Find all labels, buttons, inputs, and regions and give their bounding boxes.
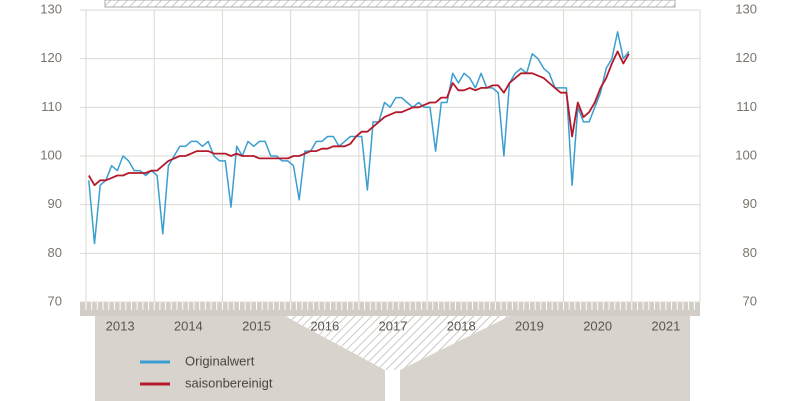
right-panel	[400, 316, 690, 401]
y-tick-label: 130	[40, 1, 62, 16]
y-tick-label: 110	[41, 99, 62, 114]
x-tick-label: 2013	[106, 318, 135, 333]
y2-tick-label: 70	[743, 293, 757, 308]
y2-tick-label: 90	[743, 196, 757, 211]
x-tick-label: 2019	[515, 318, 544, 333]
series-line	[88, 50, 630, 187]
y2-tick-label: 120	[735, 50, 757, 65]
axis-band	[80, 302, 700, 316]
y-tick-label: 90	[48, 196, 62, 211]
hatch-wedge	[285, 316, 510, 370]
legend-panel	[95, 316, 385, 401]
y2-tick-label: 110	[736, 99, 757, 114]
y2-tick-label: 130	[735, 1, 757, 16]
x-tick-label: 2017	[379, 318, 408, 333]
y-tick-label: 70	[48, 293, 62, 308]
y-tick-label: 120	[40, 50, 62, 65]
x-tick-label: 2021	[651, 318, 680, 333]
header-box	[104, 0, 676, 8]
x-tick-label: 2016	[310, 318, 339, 333]
x-tick-label: 2014	[174, 318, 203, 333]
x-tick-label: 2018	[447, 318, 476, 333]
y2-tick-label: 80	[743, 245, 757, 260]
series-line	[88, 31, 630, 245]
legend-label: saisonbereinigt	[185, 375, 273, 390]
plot-area: 70 70 80 80 90 90 100 100 110 110 120 120 130 130 2013…	[40, 1, 757, 333]
y-tick-label: 100	[40, 147, 62, 162]
y-tick-label: 80	[48, 245, 62, 260]
y2-tick-label: 100	[735, 147, 757, 162]
x-tick-label: 2020	[583, 318, 612, 333]
x-tick-label: 2015	[242, 318, 271, 333]
legend-label: Originalwert	[185, 353, 255, 368]
